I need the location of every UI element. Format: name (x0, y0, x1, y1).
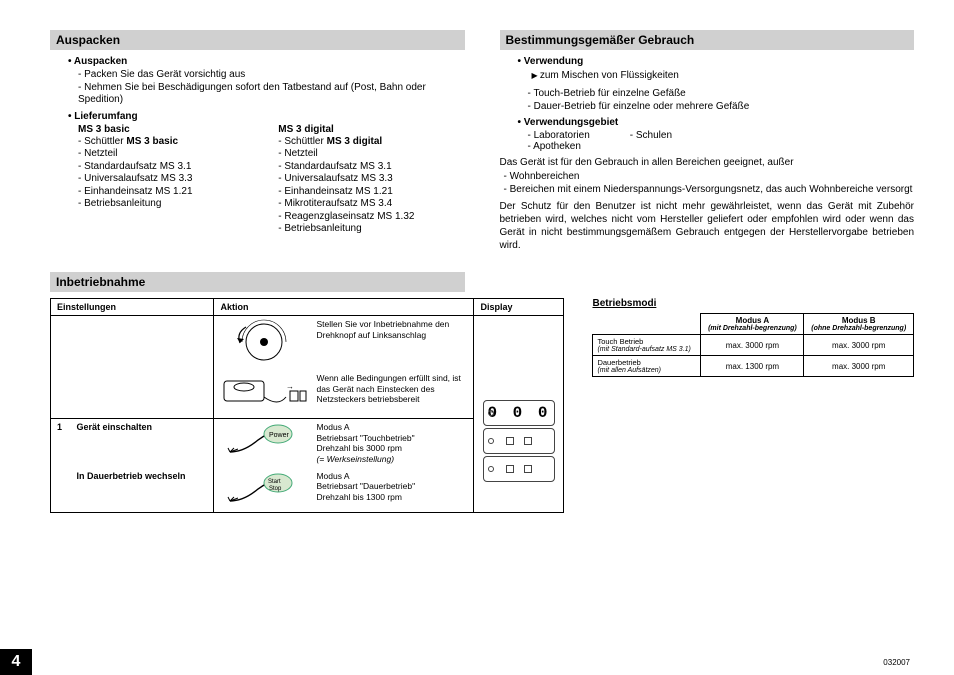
list-item: Nehmen Sie bei Beschädigungen sofort den… (78, 82, 465, 107)
modes-cell: max. 3000 rpm (804, 356, 914, 377)
modes-colB: Modus B(ohne Drehzahl-begrenzung) (804, 314, 914, 335)
display-blank1 (483, 428, 555, 454)
modes-cell: max. 3000 rpm (804, 335, 914, 356)
display-blank2 (483, 456, 555, 482)
bullet-gebiet: Verwendungsgebiet (518, 117, 915, 128)
list-item: Einhandeinsatz MS 1.21 (278, 186, 464, 199)
step1-desc: Modus A Betriebsart "Touchbetrieb" Drehz… (316, 422, 414, 465)
modes-wrap: Betriebsmodi Modus A(mit Drehzahl-begren… (592, 298, 914, 513)
area-item: Schulen (630, 130, 672, 141)
svg-text:→: → (286, 382, 294, 391)
dial-icon (220, 319, 308, 367)
list-item: Universalaufsatz MS 3.3 (78, 173, 264, 186)
list-item: Standardaufsatz MS 3.1 (278, 161, 464, 174)
col-left: Auspacken Auspacken Packen Sie das Gerät… (50, 30, 465, 254)
hand-power-icon: Power (220, 422, 308, 460)
variant-b-head: MS 3 digital (278, 124, 464, 135)
list-item: Einhandeinsatz MS 1.21 (78, 186, 264, 199)
col-right: Bestimmungsgemäßer Gebrauch Verwendung z… (500, 30, 915, 254)
list-item: Universalaufsatz MS 3.3 (278, 173, 464, 186)
list-item: Schüttler MS 3 digital (278, 136, 464, 149)
area-item: Apotheken (528, 141, 581, 152)
list-item: Packen Sie das Gerät vorsichtig aus (78, 69, 465, 82)
desc-plug: Wenn alle Bedingungen erfüllt sind, ist … (316, 373, 467, 405)
th-aktion: Aktion (214, 299, 474, 316)
upper-columns: Auspacken Auspacken Packen Sie das Gerät… (50, 30, 914, 254)
hand-startstop-icon: Start Stop (220, 471, 308, 509)
use-list: Touch-Betrieb für einzelne Gefäße Dauer-… (528, 88, 915, 113)
variant-b: MS 3 digital Schüttler MS 3 digital Netz… (278, 124, 464, 236)
svg-text:Start: Start (268, 479, 281, 485)
step1-label: Gerät einschalten (77, 422, 153, 432)
use-arrow: zum Mischen von Flüssigkeiten (532, 69, 915, 82)
list-item: Bereichen mit einem Niederspannungs-Vers… (504, 184, 915, 197)
lieferumfang-columns: MS 3 basic Schüttler MS 3 basic Netzteil… (78, 124, 465, 236)
para1: Das Gerät ist für den Gebrauch in allen … (500, 156, 915, 169)
modes-row1: Touch Betrieb(mit Standard-aufsatz MS 3.… (593, 335, 701, 356)
para1-list: Wohnbereichen Bereichen mit einem Nieder… (504, 171, 915, 196)
variant-a: MS 3 basic Schüttler MS 3 basic Netzteil… (78, 124, 264, 236)
inbetriebnahme-section: Inbetriebnahme Einstellungen Aktion Disp… (50, 272, 914, 513)
variant-a-head: MS 3 basic (78, 124, 264, 135)
lower-row: Einstellungen Aktion Display (50, 298, 914, 513)
list-item: Schüttler MS 3 basic (78, 136, 264, 149)
step2-desc: Modus A Betriebsart "Dauerbetrieb" Drehz… (316, 471, 415, 503)
footer-code: 032007 (883, 658, 910, 667)
th-einstellungen: Einstellungen (51, 299, 214, 316)
modes-table: Modus A(mit Drehzahl-begrenzung) Modus B… (592, 313, 914, 377)
list-item: Mikrotiteraufsatz MS 3.4 (278, 198, 464, 211)
heading-auspacken: Auspacken (50, 30, 465, 50)
svg-text:Stop: Stop (269, 486, 282, 492)
area-row: Laboratorien Schulen (528, 130, 915, 141)
page-number: 4 (0, 649, 32, 675)
modes-cell: max. 1300 rpm (701, 356, 804, 377)
modes-cell: max. 3000 rpm (701, 335, 804, 356)
list-item: Netzteil (78, 148, 264, 161)
area-row: Apotheken (528, 141, 915, 152)
device-plug-icon: → (220, 373, 308, 415)
step-num: 1 (57, 422, 62, 432)
list-item: Netzteil (278, 148, 464, 161)
list-item: Dauer-Betrieb für einzelne oder mehrere … (528, 101, 915, 114)
list-item: Betriebsanleitung (278, 223, 464, 236)
bullet-verwendung: Verwendung (518, 56, 915, 67)
bullet-lieferumfang: Lieferumfang (68, 111, 465, 122)
heading-gebrauch: Bestimmungsgemäßer Gebrauch (500, 30, 915, 50)
list-item: Reagenzglaseinsatz MS 1.32 (278, 211, 464, 224)
area-item: Laboratorien (528, 130, 590, 141)
list-item: Touch-Betrieb für einzelne Gefäße (528, 88, 915, 101)
auspacken-list: Packen Sie das Gerät vorsichtig aus Nehm… (78, 69, 465, 107)
desc-dial: Stellen Sie vor Inbetriebnahme den Drehk… (316, 319, 467, 340)
setup-table: Einstellungen Aktion Display (50, 298, 564, 513)
modes-row2: Dauerbetrieb(mit allen Aufsätzen) (593, 356, 701, 377)
svg-text:Power: Power (269, 432, 290, 439)
display-000: 0 0 0 (483, 400, 555, 426)
modes-colA: Modus A(mit Drehzahl-begrenzung) (701, 314, 804, 335)
heading-inbetriebnahme: Inbetriebnahme (50, 272, 465, 292)
step2-label: In Dauerbetrieb wechseln (77, 471, 186, 481)
list-item: Wohnbereichen (504, 171, 915, 184)
modes-title: Betriebsmodi (592, 298, 914, 309)
para2: Der Schutz für den Benutzer ist nicht me… (500, 200, 915, 252)
list-item: Betriebsanleitung (78, 198, 264, 211)
th-display: Display (474, 299, 564, 316)
list-item: Standardaufsatz MS 3.1 (78, 161, 264, 174)
bullet-auspacken: Auspacken (68, 56, 465, 67)
setup-table-wrap: Einstellungen Aktion Display (50, 298, 564, 513)
